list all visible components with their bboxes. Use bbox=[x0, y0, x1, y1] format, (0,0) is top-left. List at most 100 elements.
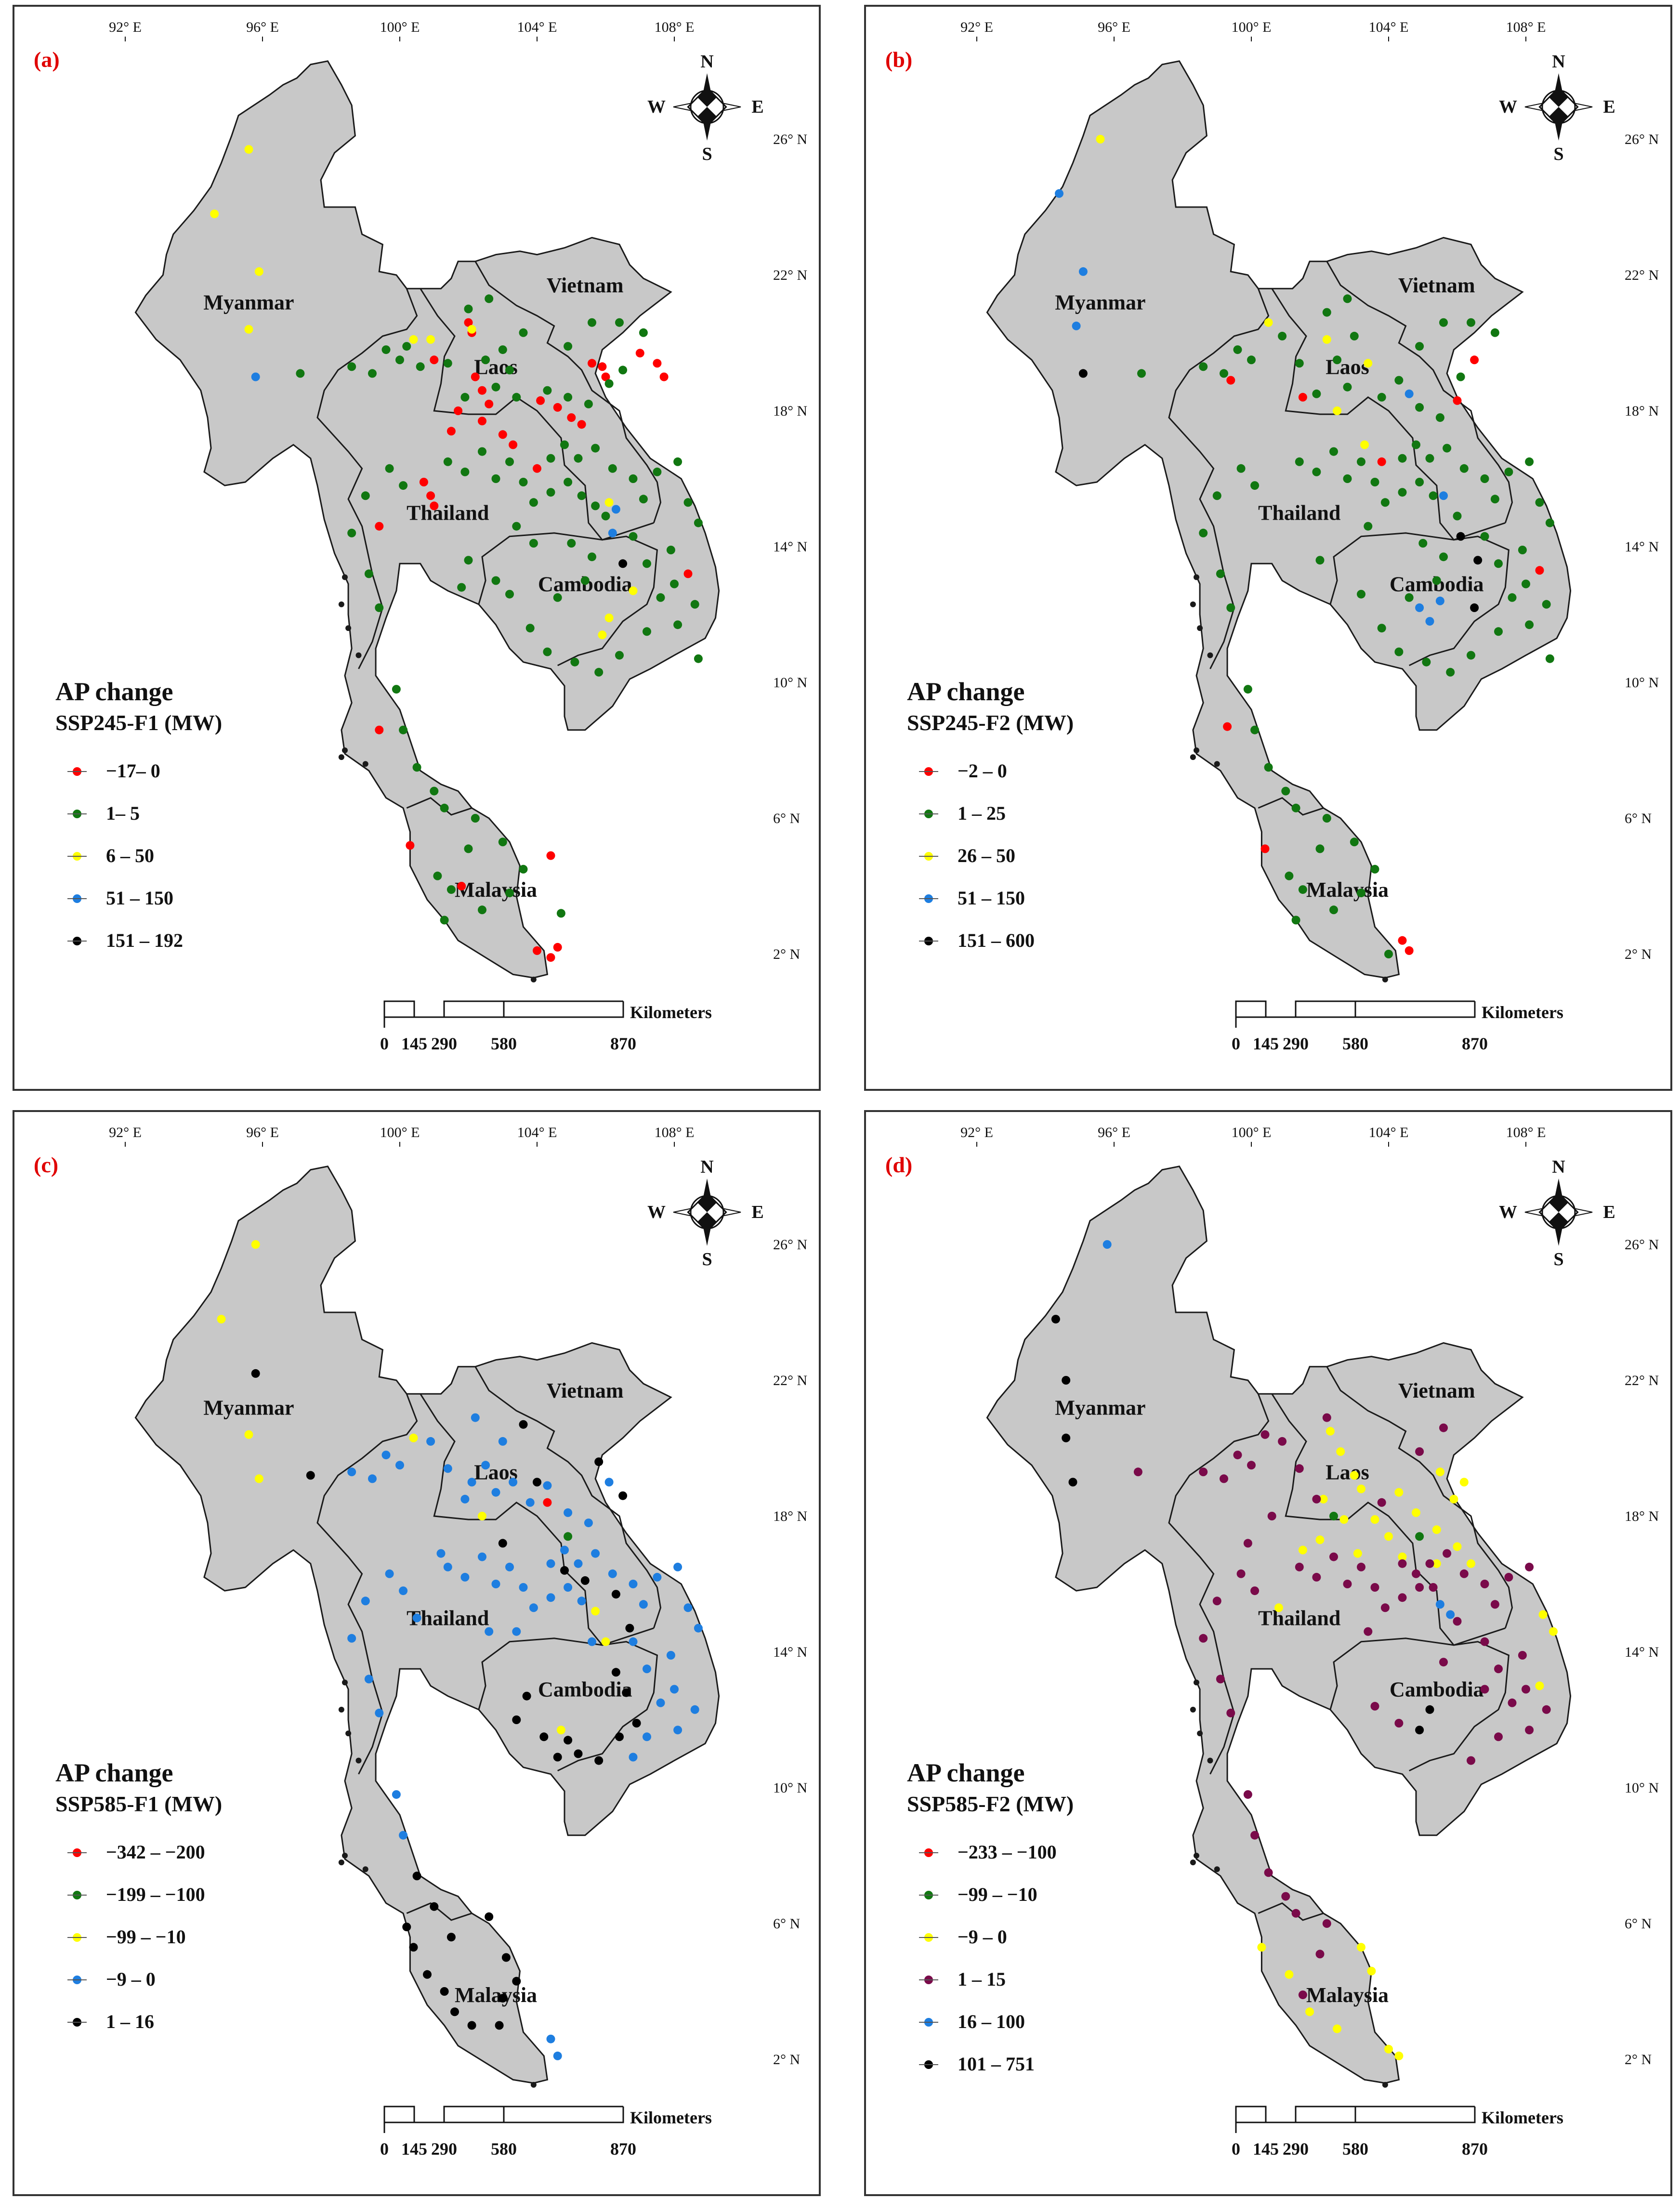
plant-point bbox=[460, 1572, 470, 1582]
plant-point bbox=[1425, 1559, 1434, 1568]
scale-bar-label: 580 bbox=[491, 2139, 517, 2159]
plant-point bbox=[498, 1539, 507, 1548]
plant-point bbox=[1453, 511, 1462, 521]
plant-point bbox=[509, 1478, 518, 1487]
island bbox=[338, 754, 344, 760]
plant-point bbox=[399, 481, 408, 490]
plant-point bbox=[498, 838, 507, 847]
longitude-tick-label: 108° E bbox=[655, 1125, 695, 1140]
plant-point bbox=[1429, 1583, 1438, 1592]
plant-point bbox=[1220, 369, 1228, 378]
plant-point bbox=[591, 444, 600, 453]
plant-point bbox=[1404, 389, 1414, 398]
scale-bar-label: 0 bbox=[380, 1034, 389, 1053]
plant-point bbox=[1329, 905, 1338, 915]
latitude-tick-label: 14° N bbox=[773, 1644, 807, 1660]
plant-point bbox=[1250, 1831, 1260, 1840]
compass-rose-icon: N S E W bbox=[1499, 1157, 1615, 1270]
power-plant-points bbox=[217, 1240, 703, 2060]
latitude-tick-label: 26° N bbox=[773, 1237, 807, 1253]
country-border bbox=[316, 288, 418, 669]
plant-point bbox=[604, 379, 614, 388]
plant-point bbox=[1216, 569, 1225, 578]
island bbox=[1214, 761, 1220, 767]
plant-point bbox=[1233, 345, 1242, 354]
country-label-thailand: Thailand bbox=[1258, 1607, 1340, 1630]
plant-point bbox=[1370, 478, 1379, 486]
island bbox=[1197, 625, 1203, 631]
country-border bbox=[478, 1637, 658, 1772]
plant-point bbox=[450, 2007, 459, 2016]
plant-point bbox=[1494, 1664, 1503, 1674]
latitude-tick-label: 18° N bbox=[773, 1508, 807, 1524]
plant-point bbox=[375, 522, 384, 531]
plant-point bbox=[639, 328, 648, 337]
plant-point bbox=[673, 620, 682, 629]
plant-point bbox=[501, 1953, 511, 1962]
plant-point bbox=[1467, 318, 1475, 327]
plant-point bbox=[1357, 889, 1365, 898]
plant-point bbox=[577, 491, 586, 500]
plant-point bbox=[1260, 1430, 1270, 1439]
plant-point bbox=[1425, 1705, 1434, 1714]
plant-point bbox=[433, 871, 442, 880]
plant-point bbox=[1470, 355, 1479, 365]
compass-w: W bbox=[1499, 1202, 1517, 1222]
plant-point bbox=[1377, 393, 1386, 402]
plant-point bbox=[1236, 1569, 1246, 1578]
plant-point bbox=[694, 1623, 703, 1633]
plant-point bbox=[1494, 1732, 1503, 1741]
island bbox=[1207, 1757, 1213, 1764]
plant-point bbox=[1394, 647, 1404, 656]
plant-point bbox=[1508, 1698, 1517, 1707]
plant-point bbox=[1525, 1562, 1534, 1571]
country-border bbox=[1329, 532, 1509, 667]
plant-point bbox=[580, 576, 590, 585]
compass-s: S bbox=[1553, 144, 1563, 164]
plant-point bbox=[457, 583, 466, 592]
plant-point bbox=[574, 1749, 583, 1758]
plant-point bbox=[519, 328, 528, 337]
island bbox=[338, 601, 344, 607]
island bbox=[1194, 1679, 1199, 1686]
plant-point bbox=[385, 464, 394, 473]
plant-point bbox=[1295, 359, 1304, 368]
plant-point bbox=[505, 457, 514, 466]
plant-point bbox=[1212, 491, 1221, 500]
plant-point bbox=[533, 1478, 541, 1487]
plant-point bbox=[1435, 1467, 1444, 1477]
scale-bar: 0 145 290 580 870 Kilometers bbox=[1232, 1000, 1563, 1053]
compass-n: N bbox=[1552, 1157, 1565, 1177]
plant-point bbox=[251, 372, 260, 381]
longitude-tick-label: 96° E bbox=[246, 19, 279, 35]
plant-point bbox=[564, 393, 573, 402]
plant-point bbox=[1425, 454, 1434, 463]
plant-point bbox=[1322, 814, 1331, 823]
latitude-tick-label: 2° N bbox=[1625, 2052, 1652, 2068]
plant-point bbox=[1425, 617, 1434, 626]
plant-point bbox=[1357, 589, 1365, 599]
plant-point bbox=[1250, 725, 1260, 734]
plant-point bbox=[639, 495, 648, 504]
scale-bar-label: 870 bbox=[1462, 1034, 1488, 1053]
country-label-vietnam: Vietnam bbox=[1398, 1379, 1475, 1402]
latitude-tick-label: 22° N bbox=[1625, 267, 1659, 283]
panel-letter: (b) bbox=[885, 47, 912, 72]
plant-point bbox=[1267, 1512, 1276, 1520]
scale-bar-unit: Kilometers bbox=[1482, 1003, 1563, 1022]
plant-point bbox=[495, 2021, 504, 2030]
plant-point bbox=[1394, 376, 1404, 385]
plant-point bbox=[296, 369, 305, 378]
plant-point bbox=[529, 539, 538, 548]
plant-point bbox=[564, 1736, 573, 1745]
plant-point bbox=[1429, 491, 1438, 500]
plant-point bbox=[1243, 1539, 1252, 1548]
plant-point bbox=[694, 518, 703, 527]
plant-point bbox=[509, 440, 518, 449]
plant-point bbox=[1078, 369, 1088, 378]
longitude-tick-label: 92° E bbox=[109, 19, 142, 35]
plant-point bbox=[440, 1987, 449, 1996]
plant-point bbox=[1295, 457, 1304, 466]
plant-point bbox=[1072, 321, 1081, 330]
plant-point bbox=[491, 1488, 500, 1497]
